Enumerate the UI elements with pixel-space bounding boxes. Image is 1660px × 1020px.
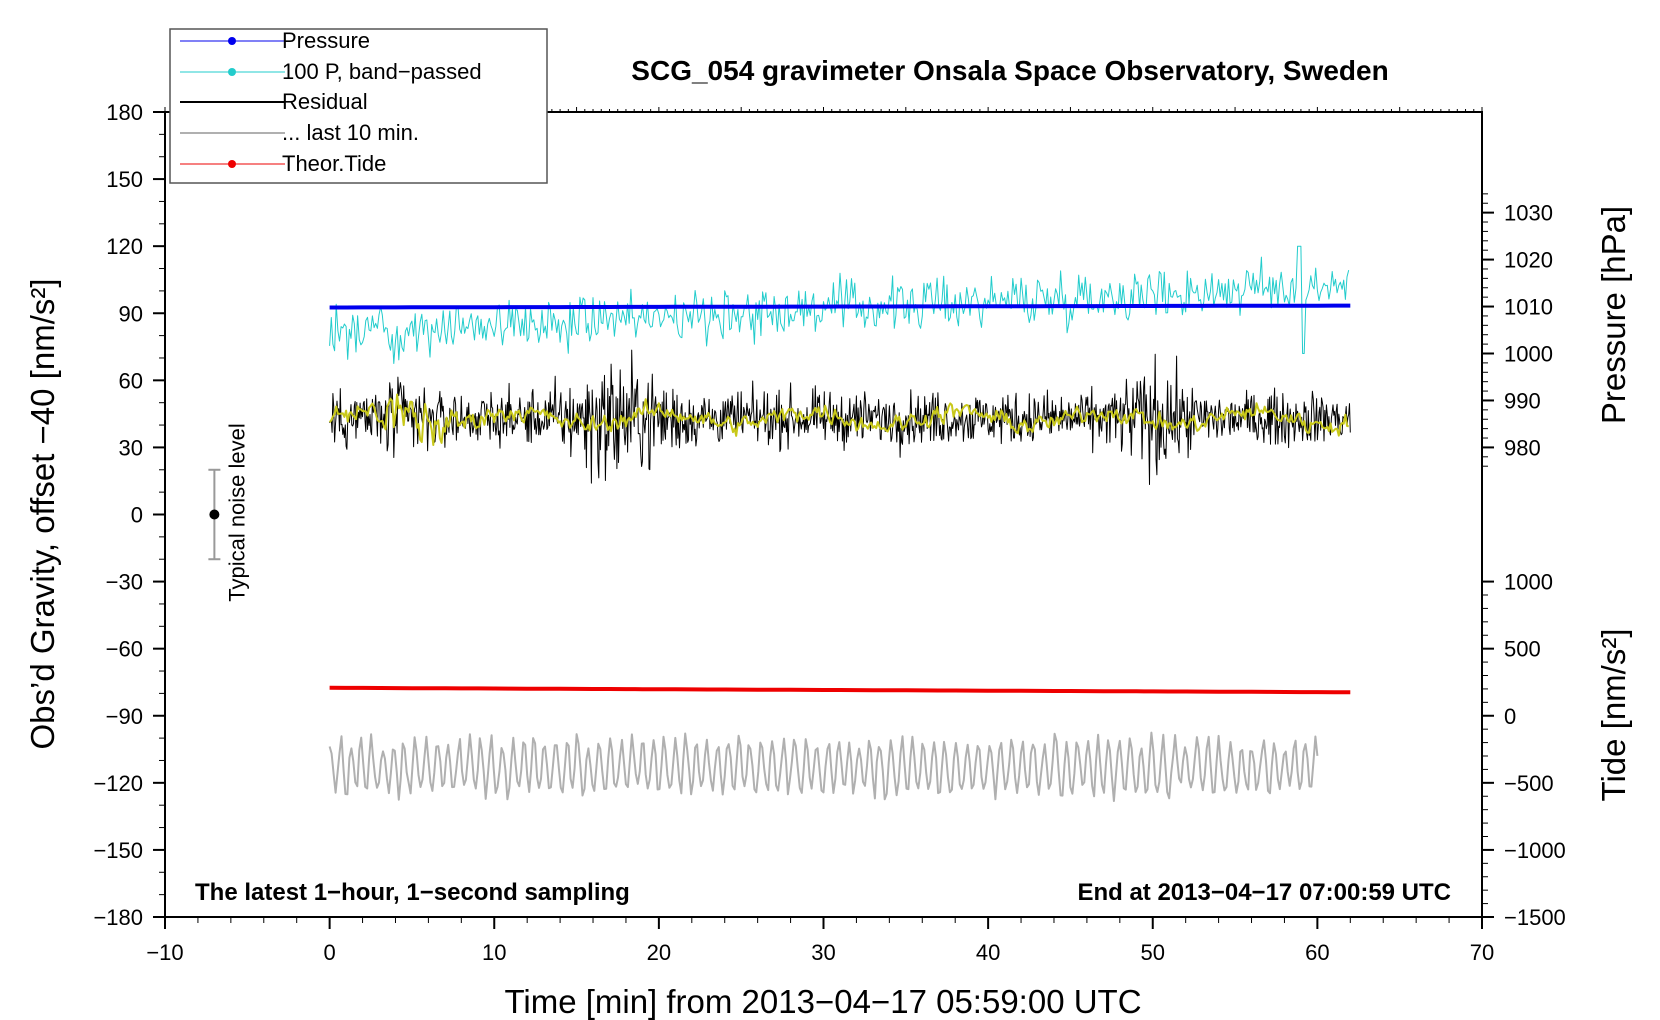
tide-tick-label: 0 <box>1504 704 1516 729</box>
x-tick-label: 70 <box>1470 940 1494 965</box>
y-tick-label: −180 <box>93 905 143 930</box>
chart-title: SCG_054 gravimeter Onsala Space Observat… <box>631 55 1388 86</box>
x-tick-label: 50 <box>1141 940 1165 965</box>
legend-label: Residual <box>282 89 368 114</box>
tide-tick-label: −1500 <box>1504 905 1566 930</box>
x-tick-label: 40 <box>976 940 1000 965</box>
noise-label: Typical noise level <box>224 423 249 602</box>
y-tick-label: 150 <box>106 167 143 192</box>
y-axis-label-pressure: Pressure [hPa] <box>1595 206 1632 424</box>
pressure-tick-label: 1010 <box>1504 295 1553 320</box>
pressure-tick-label: 1000 <box>1504 342 1553 367</box>
legend-label: 100 P, band−passed <box>282 59 482 84</box>
y-tick-label: 90 <box>119 301 143 326</box>
y-tick-label: −60 <box>106 637 143 662</box>
y-tick-label: 120 <box>106 234 143 259</box>
legend-label: ... last 10 min. <box>282 120 419 145</box>
x-tick-label: 20 <box>647 940 671 965</box>
tide-tick-label: 1000 <box>1504 570 1553 595</box>
pressure-tick-label: 990 <box>1504 388 1541 413</box>
series-pressure <box>329 303 1351 310</box>
series-theor-tide <box>329 685 1351 695</box>
series-filtered-residual <box>328 393 1350 446</box>
x-tick-label: 30 <box>811 940 835 965</box>
legend: Pressure 100 P, band−passed Residual ... la… <box>169 28 548 184</box>
y-axis-label-left: Obs’d Gravity, offset −40 [nm/s²] <box>24 278 61 749</box>
y-tick-label: −90 <box>106 704 143 729</box>
x-tick-label: 0 <box>324 940 336 965</box>
x-tick-label: 60 <box>1305 940 1329 965</box>
x-tick-label: 10 <box>482 940 506 965</box>
x-axis-label: Time [min] from 2013−04−17 05:59:00 UTC <box>504 983 1141 1020</box>
annotation-left: The latest 1−hour, 1−second sampling <box>195 879 630 906</box>
pressure-tick-label: 1030 <box>1504 201 1553 226</box>
legend-label: Pressure <box>282 28 370 53</box>
y-tick-label: 60 <box>119 368 143 393</box>
noise-bar-center <box>209 509 220 520</box>
series-residual <box>329 349 1351 485</box>
x-tick-label: −10 <box>146 940 183 965</box>
series-layer <box>328 245 1351 802</box>
pressure-tick-label: 980 <box>1504 435 1541 460</box>
y-tick-label: −120 <box>93 771 143 796</box>
y-tick-label: −30 <box>106 570 143 595</box>
pressure-tick-label: 1020 <box>1504 248 1553 273</box>
y-tick-label: 180 <box>106 100 143 125</box>
legend-label: Theor.Tide <box>282 151 386 176</box>
y-tick-label: −150 <box>93 838 143 863</box>
legend-marker <box>228 160 236 168</box>
y-tick-label: 30 <box>119 435 143 460</box>
tide-tick-label: 500 <box>1504 637 1541 662</box>
plot-frame <box>164 111 1483 918</box>
legend-box <box>169 28 548 184</box>
legend-marker <box>228 68 236 76</box>
y-tick-label: 0 <box>131 503 143 528</box>
tide-tick-label: −1000 <box>1504 838 1566 863</box>
y-axis-label-tide: Tide [nm/s²] <box>1595 629 1632 802</box>
tick-labels: −10 0 10 20 30 40 50 60 701801501209060300−30−60… <box>93 100 1565 965</box>
tide-tick-label: −500 <box>1504 771 1554 796</box>
legend-marker <box>228 37 236 45</box>
series-last-10-min <box>328 731 1319 802</box>
annotation-right: End at 2013−04−17 07:00:59 UTC <box>1077 879 1451 906</box>
axis-ticks <box>153 107 1494 929</box>
noise-bar <box>208 468 221 561</box>
